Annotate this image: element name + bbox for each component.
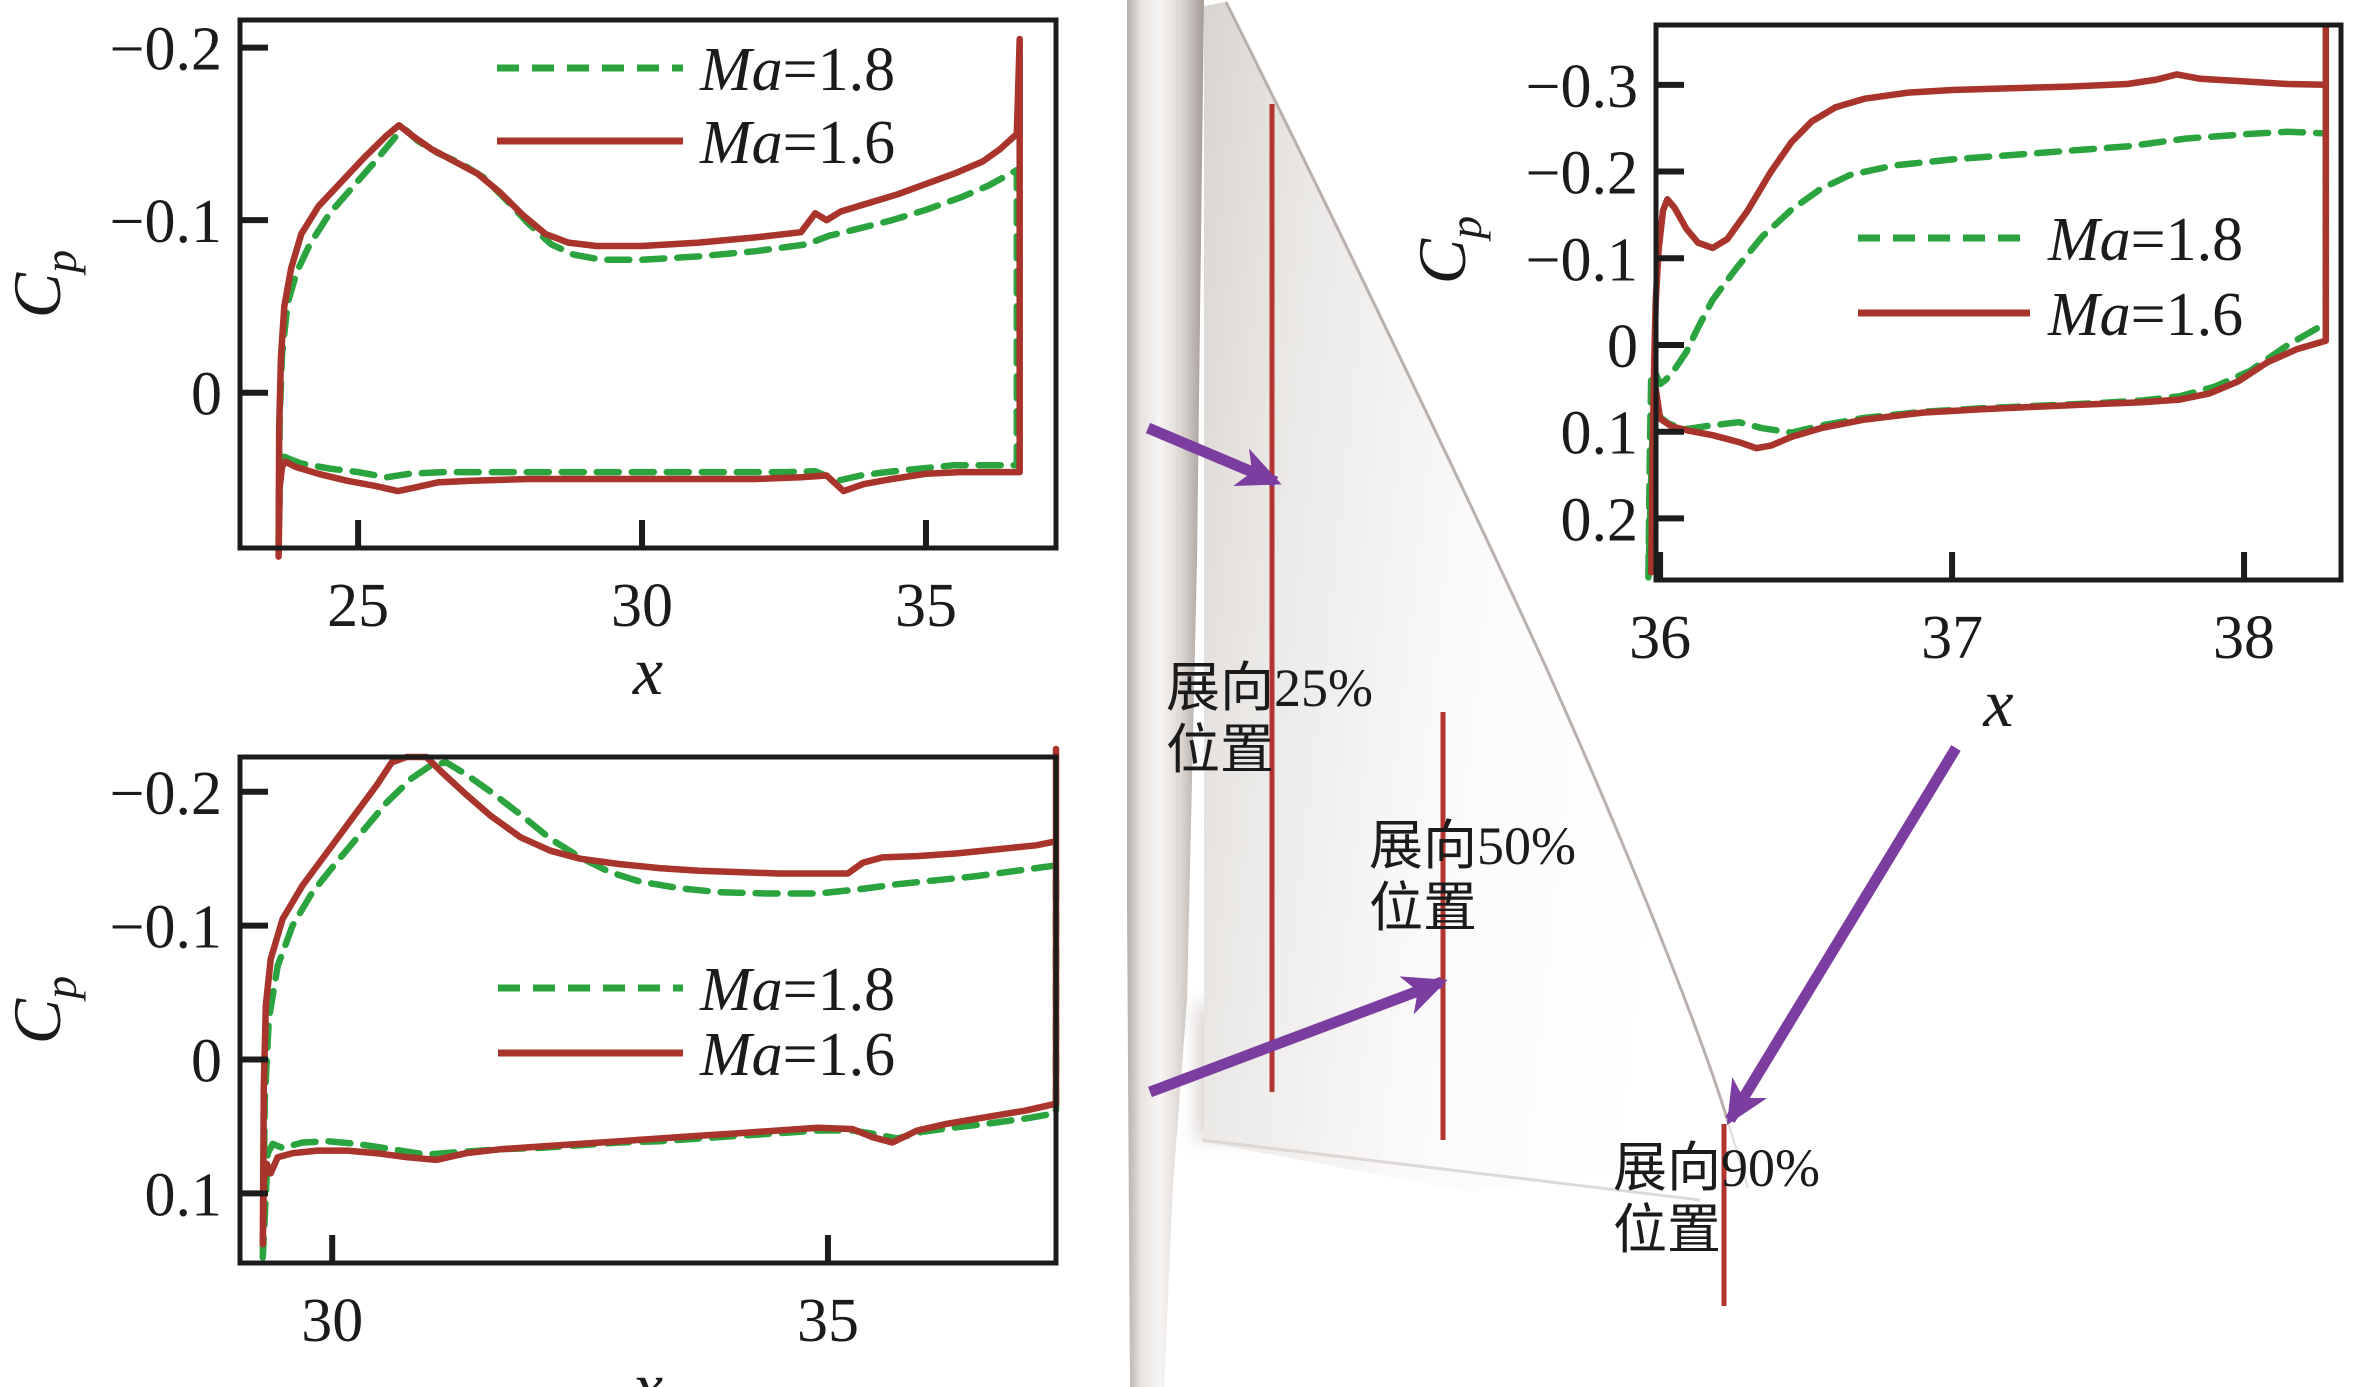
y-tick-label: −0.2 xyxy=(110,760,222,828)
span-label-line: 展向25% xyxy=(1166,658,1373,718)
y-tick-label: −0.3 xyxy=(1526,53,1638,121)
legend-label-ma16: Ma=1.6 xyxy=(699,109,895,177)
y-axis-label: Cp xyxy=(0,976,86,1044)
legend-label-ma18: Ma=1.8 xyxy=(699,956,895,1024)
y-axis-label-sub: p xyxy=(35,250,86,276)
y-axis-label-sub: p xyxy=(1440,216,1491,242)
span-arrow-90 xyxy=(1725,745,1961,1126)
span-label-line: 位置 xyxy=(1369,878,1477,938)
chart-span25: 25 30 35 −0.2 −0.1 0 x Cp Ma=1.8Ma=1.6 xyxy=(0,16,1059,709)
legend-label-ma16: Ma=1.6 xyxy=(699,1021,895,1089)
span-lines xyxy=(1269,104,1727,1306)
y-tick-label: 0 xyxy=(1607,313,1638,381)
y-tick-label: 0.2 xyxy=(1561,486,1639,554)
span-label-25: 展向25%位置 xyxy=(1166,658,1373,780)
y-axis-label: Cp xyxy=(0,250,86,318)
legend-label-ma18: Ma=1.8 xyxy=(2047,206,2243,274)
x-tick-label: 30 xyxy=(301,1287,363,1355)
span-label-line: 位置 xyxy=(1166,720,1274,780)
y-tick-label: 0.1 xyxy=(145,1161,223,1229)
y-axis-label: Cp xyxy=(1404,216,1491,284)
chart-span50: 30 35 −0.2 −0.1 0 0.1 x Cp Ma=1.8Ma=1.6 xyxy=(0,745,1060,1387)
wing-leading-edge-tip xyxy=(1727,1121,1749,1189)
y-tick-label: −0.2 xyxy=(110,16,222,84)
series-ma16-curve xyxy=(259,745,1060,1248)
y-tick-label: 0 xyxy=(191,361,222,429)
span-arrow-50 xyxy=(1148,976,1448,1098)
x-tick-label: 36 xyxy=(1629,604,1691,672)
x-tick-label: 35 xyxy=(797,1287,859,1355)
axes-box xyxy=(1653,22,2344,583)
axes-box xyxy=(237,754,1059,1266)
y-axis-label-main: C xyxy=(0,998,75,1044)
y-axis-label-main: C xyxy=(1404,238,1480,284)
series-ma16-curve xyxy=(1648,22,2330,576)
y-tick-label: −0.2 xyxy=(1526,140,1638,208)
y-tick-label: −0.1 xyxy=(1526,226,1638,294)
y-axis-label-main: C xyxy=(0,272,75,318)
y-axis-label-sub: p xyxy=(35,976,86,1002)
legend-label-ma18: Ma=1.8 xyxy=(699,36,895,104)
series-ma18-curve xyxy=(1645,128,2330,581)
y-tick-label: 0.1 xyxy=(1561,400,1639,468)
span-arrows xyxy=(1145,422,1961,1126)
wing-surface xyxy=(1204,2,1728,1192)
x-tick-label: 37 xyxy=(1921,604,1983,672)
y-tick-label: −0.1 xyxy=(110,894,222,962)
y-tick-label: −0.1 xyxy=(110,188,222,256)
series-ma18-curve xyxy=(275,127,1021,548)
wing-leading-edge xyxy=(1224,1,1730,1123)
x-tick-label: 35 xyxy=(895,572,957,640)
span-arrow-25 xyxy=(1145,422,1282,488)
x-tick-label: 30 xyxy=(611,572,673,640)
span-label-line: 位置 xyxy=(1613,1200,1721,1260)
axes-box xyxy=(237,17,1059,551)
y-tick-label: 0 xyxy=(191,1028,222,1096)
fuselage xyxy=(1127,0,1204,1387)
x-tick-label: 25 xyxy=(327,572,389,640)
span-label-50: 展向50%位置 xyxy=(1369,816,1576,938)
span-label-line: 展向90% xyxy=(1613,1138,1820,1198)
legend-label-ma16: Ma=1.6 xyxy=(2047,281,2243,349)
span-label-line: 展向50% xyxy=(1369,816,1576,876)
x-axis-label: x xyxy=(632,1348,663,1387)
span-label-90: 展向90%位置 xyxy=(1613,1138,1820,1260)
x-tick-label: 38 xyxy=(2213,604,2275,672)
chart-span90: 36 37 38 −0.3 −0.2 −0.1 0 0.1 0.2 x Cp Ma=1.8 Ma=1.6 xyxy=(1404,22,2344,741)
x-axis-label: x xyxy=(632,633,663,709)
series-ma16-curve xyxy=(275,35,1023,560)
series-ma18-curve xyxy=(259,759,1060,1261)
wing-trailing-edge xyxy=(1201,1138,1701,1202)
x-axis-label: x xyxy=(1982,665,2013,741)
